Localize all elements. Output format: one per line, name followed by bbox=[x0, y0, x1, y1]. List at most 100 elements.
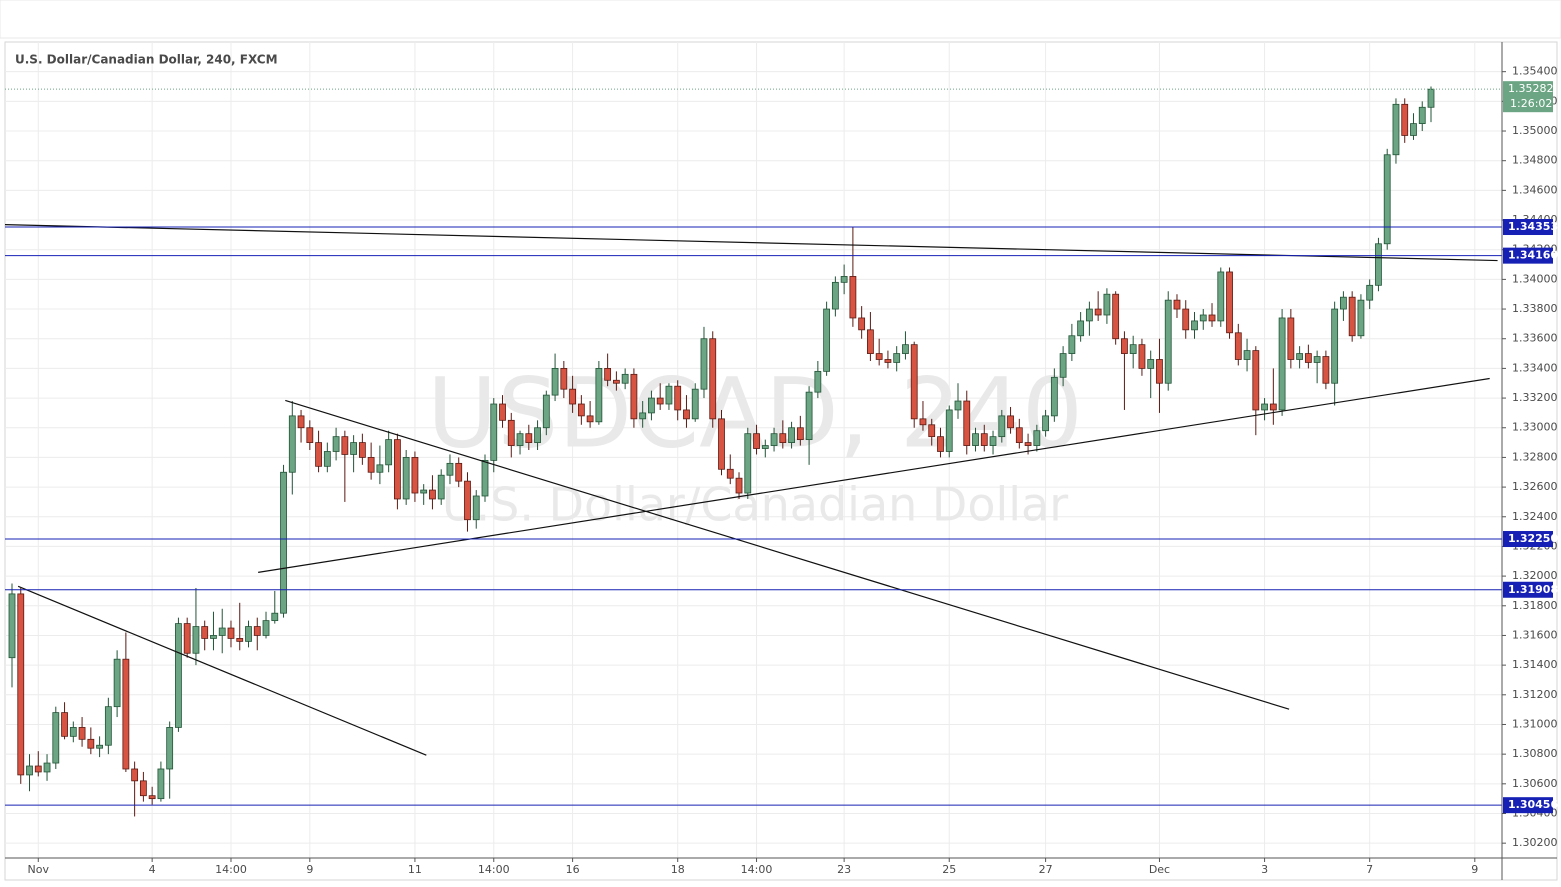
candle-body bbox=[385, 439, 393, 466]
candle-body bbox=[315, 442, 322, 467]
y-tick-label: 1.31800 bbox=[1512, 599, 1558, 612]
x-tick-label: 7 bbox=[1366, 863, 1373, 876]
candle-body bbox=[210, 635, 217, 639]
candle-body bbox=[875, 353, 883, 360]
candle-body bbox=[1383, 154, 1391, 245]
candle-body bbox=[113, 658, 121, 708]
watermark: USDCAD, 240 bbox=[427, 357, 1083, 469]
candle-body bbox=[516, 433, 524, 446]
candle-body bbox=[472, 495, 480, 521]
candle-body bbox=[945, 409, 953, 452]
candle-body bbox=[78, 727, 86, 740]
candle-body bbox=[1033, 430, 1041, 446]
x-tick-label: 3 bbox=[1261, 863, 1268, 876]
candle-body bbox=[823, 308, 831, 372]
toolbar bbox=[0, 0, 1561, 39]
candle-body bbox=[87, 738, 95, 749]
candle-body bbox=[1418, 106, 1426, 124]
y-tick-label: 1.32000 bbox=[1512, 569, 1558, 582]
trend-line bbox=[17, 585, 427, 756]
candle-body bbox=[420, 489, 428, 494]
candle-body bbox=[507, 419, 515, 446]
candle-body bbox=[332, 436, 340, 452]
candle-body bbox=[1427, 88, 1435, 108]
candle-body bbox=[849, 276, 857, 319]
candle-body bbox=[980, 433, 988, 446]
candle-body bbox=[1121, 338, 1128, 354]
candle-body bbox=[709, 338, 717, 420]
candle-body bbox=[963, 400, 971, 446]
y-tick-label: 1.30600 bbox=[1512, 777, 1558, 790]
level-label: 1.30456 bbox=[1508, 798, 1558, 811]
level-label-box bbox=[1503, 219, 1553, 236]
level-label: 1.34353 bbox=[1508, 220, 1558, 233]
candle-body bbox=[1050, 376, 1058, 417]
candle-body bbox=[1322, 356, 1330, 384]
y-tick-label: 1.30800 bbox=[1512, 747, 1558, 760]
candle-body bbox=[43, 762, 51, 773]
candle-body bbox=[586, 415, 594, 423]
candle-body bbox=[534, 427, 541, 443]
candle-body bbox=[1357, 299, 1365, 337]
candle-body bbox=[481, 459, 489, 497]
candle-body bbox=[919, 418, 927, 426]
candle-body bbox=[367, 457, 375, 473]
y-tick-label: 1.33400 bbox=[1512, 361, 1558, 374]
candle-body bbox=[796, 427, 804, 441]
candle-body bbox=[770, 433, 778, 446]
candle-body bbox=[1138, 344, 1146, 369]
candle-body bbox=[1243, 350, 1251, 360]
y-tick-label: 1.33800 bbox=[1512, 302, 1558, 315]
level-label-box bbox=[1503, 531, 1553, 548]
candle-body bbox=[104, 706, 112, 746]
candle-body bbox=[446, 462, 454, 476]
level-label: 1.34160 bbox=[1508, 249, 1558, 262]
candle-body bbox=[814, 370, 822, 393]
candle-body bbox=[1261, 403, 1268, 411]
candle-body bbox=[1375, 243, 1382, 286]
candle-body bbox=[569, 388, 576, 405]
candle-body bbox=[928, 424, 936, 438]
candle-body bbox=[1252, 350, 1260, 411]
x-tick-label: Dec bbox=[1149, 863, 1170, 876]
x-tick-label: 23 bbox=[837, 863, 851, 876]
candle-body bbox=[1304, 353, 1312, 363]
candle-body bbox=[192, 626, 200, 654]
candle-body bbox=[788, 427, 795, 443]
x-tick-label: 25 bbox=[942, 863, 956, 876]
level-label: 1.31908 bbox=[1508, 583, 1558, 596]
candle-body bbox=[429, 489, 436, 500]
candle-body bbox=[735, 477, 743, 494]
candle-body bbox=[69, 727, 77, 737]
y-tick-label: 1.32600 bbox=[1512, 480, 1558, 493]
candle-body bbox=[577, 403, 585, 417]
y-tick-label: 1.33200 bbox=[1512, 391, 1558, 404]
candle-body bbox=[665, 385, 673, 405]
candle-body bbox=[96, 744, 103, 749]
candle-body bbox=[411, 457, 419, 494]
last-price-box bbox=[1503, 81, 1553, 113]
candle-body bbox=[148, 795, 156, 800]
candle-body bbox=[1103, 293, 1111, 316]
candle-body bbox=[402, 457, 410, 500]
candle-body bbox=[8, 593, 16, 659]
candle-body bbox=[166, 727, 174, 770]
candle-body bbox=[639, 412, 647, 420]
candle-body bbox=[648, 397, 655, 414]
y-tick-label: 1.32800 bbox=[1512, 450, 1558, 463]
candle-body bbox=[1296, 353, 1304, 360]
last-price-label: 1.35282 bbox=[1508, 82, 1554, 95]
countdown-label: 1:26:02 bbox=[1510, 97, 1552, 110]
candle-body bbox=[437, 474, 445, 500]
candle-body bbox=[989, 436, 997, 446]
candle-body bbox=[630, 373, 638, 420]
candle-body bbox=[1068, 335, 1076, 354]
x-tick-label: 11 bbox=[408, 863, 422, 876]
x-tick-label: Nov bbox=[28, 863, 50, 876]
candle-body bbox=[1331, 308, 1339, 384]
trend-line bbox=[4, 224, 1498, 262]
x-tick-label: 9 bbox=[306, 863, 313, 876]
x-tick-label: 27 bbox=[1039, 863, 1053, 876]
candle-body bbox=[271, 612, 279, 622]
